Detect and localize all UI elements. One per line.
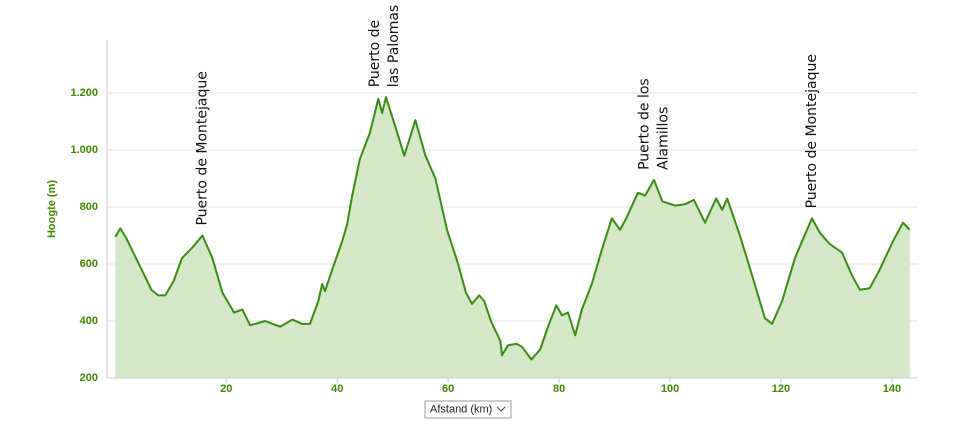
y-tick-label: 1.000: [70, 144, 98, 156]
y-tick-label: 400: [80, 315, 98, 327]
x-axis-dropdown[interactable]: [424, 400, 512, 419]
annotation: las Palomas: [386, 5, 402, 88]
x-tick-label: 40: [331, 383, 343, 395]
area-fill: [115, 97, 910, 379]
annotation: Puerto de Montejaque: [804, 54, 820, 208]
dropdown-arrow[interactable]: [496, 406, 506, 412]
x-tick-label: 60: [442, 383, 454, 395]
annotation: Puerto de los: [636, 78, 652, 170]
annotation: Alamillos: [655, 107, 671, 170]
y-tick-label: 600: [80, 258, 98, 270]
annotation: Puerto de: [367, 20, 383, 87]
y-axis-label: Hoogte (m): [46, 180, 58, 238]
y-tick-label: 1.200: [70, 87, 98, 99]
y-tick-label: 200: [80, 372, 98, 384]
x-tick-label: 80: [553, 383, 565, 395]
x-tick-label: 140: [883, 383, 901, 395]
x-tick-label: 100: [661, 383, 679, 395]
x-axis-label[interactable]: Afstand (km): [430, 403, 492, 415]
x-tick-label: 20: [220, 383, 232, 395]
y-tick-label: 800: [80, 201, 98, 213]
annotation: Puerto de Montejaque: [194, 71, 210, 225]
elevation-line: [114, 96, 911, 361]
x-tick-label: 120: [772, 383, 790, 395]
